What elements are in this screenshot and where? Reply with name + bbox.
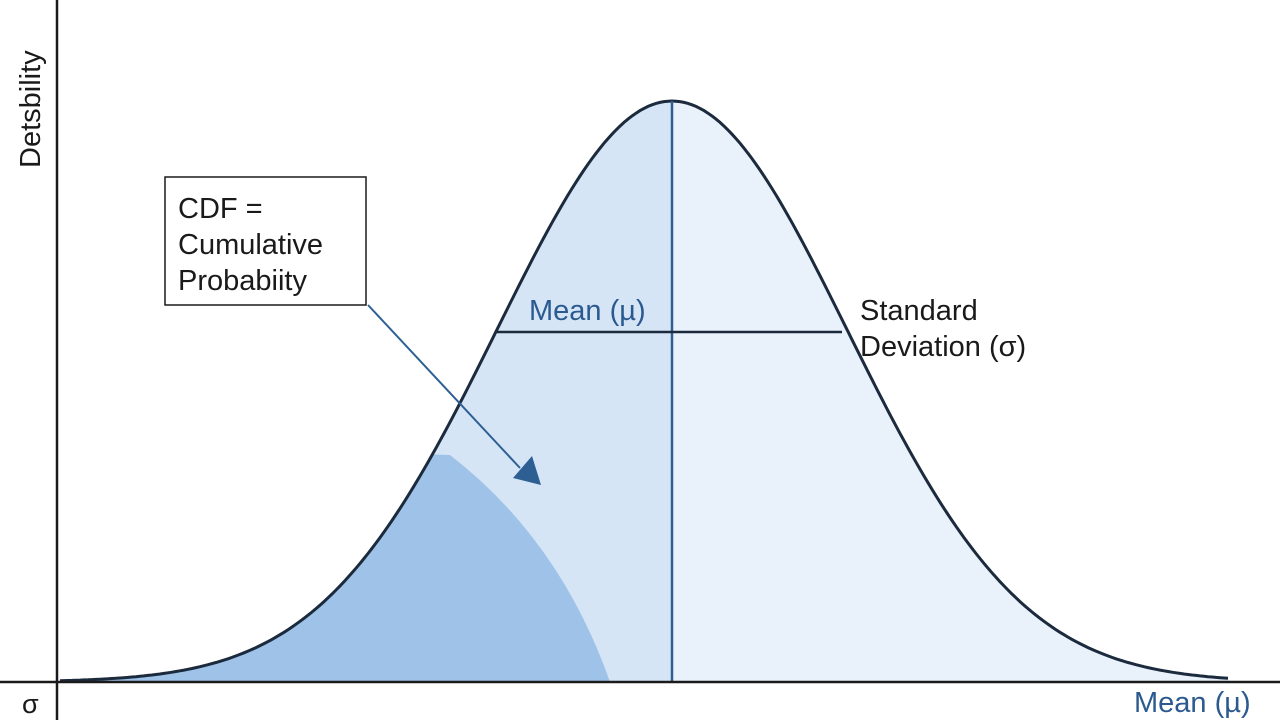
cdf-callout-line-1: CDF = <box>178 193 263 225</box>
origin-sigma-label: σ <box>22 689 39 719</box>
x-axis-label: Mean (µ) <box>1134 687 1251 719</box>
std-deviation-label-line-2: Deviation (σ) <box>860 331 1026 363</box>
std-deviation-label-line-1: Standard <box>860 295 978 327</box>
cdf-callout-line-3: Probabiity <box>178 265 307 297</box>
curve-shading <box>60 101 1230 682</box>
mean-label: Mean (µ) <box>529 295 646 327</box>
cdf-arrowhead <box>513 456 541 485</box>
cdf-callout-arrow <box>367 304 521 469</box>
y-axis-label: Detsbility <box>15 50 47 168</box>
left-half-fill <box>60 101 672 682</box>
cdf-callout-box <box>164 176 367 306</box>
density-curve <box>59 99 1229 683</box>
cdf-callout-line-2: Cumulative <box>178 229 323 261</box>
